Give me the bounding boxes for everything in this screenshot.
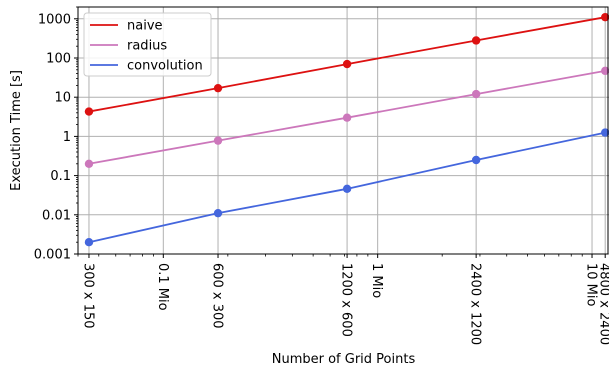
y-axis-title: Execution Time [s] [9,70,24,191]
naive-point [601,12,609,22]
x-tick-label: 4800 x 2400 [597,263,609,345]
radius-point [601,66,609,76]
naive-point [84,107,94,116]
x-tick-label: 0.1 Mio [155,263,170,311]
radius-point [84,159,94,168]
x-tick-label: 600 x 300 [209,263,224,329]
radius-point [471,89,481,99]
convolution-point [601,128,609,137]
legend: naive radius convolution [83,12,212,77]
x-tick-label: 300 x 150 [80,263,95,329]
convolution-point [84,237,94,247]
y-tick-label: 0.01 [42,208,71,223]
legend-label-convolution: convolution [127,59,203,74]
series-group [84,12,609,247]
x-tick-label: 2400 x 1200 [468,263,483,345]
convolution-point [213,208,223,218]
y-tick-label: 1000 [38,12,71,27]
series-convolution [84,128,609,247]
series-naive [84,12,609,116]
y-tick-label: 0.1 [50,169,71,184]
naive-point [213,83,223,93]
x-axis-tick-labels: 300 x 150 600 x 300 1200 x 600 2400 x 1200 4… [80,263,609,345]
x-tick-label: 1200 x 600 [339,263,354,337]
convolution-point [342,184,352,194]
radius-point [342,113,352,122]
x-axis-title: Number of Grid Points [272,352,416,367]
convolution-point [471,155,481,165]
y-tick-label: 1 [63,130,71,145]
y-tick-label: 10 [54,91,71,106]
legend-label-radius: radius [127,39,167,54]
y-tick-label: 100 [46,52,71,67]
x-tick-label: 1 Mio [369,263,384,298]
radius-point [213,136,223,145]
naive-point [471,36,481,45]
naive-point [342,59,352,69]
plot-frame [77,6,609,255]
series-radius [84,66,609,168]
legend-frame [83,12,212,77]
x-tick-label: 10 Mio [583,263,598,307]
y-axis-tick-labels: 0.001 0.01 0.1 1 10 100 1000 [34,12,71,262]
legend-label-naive: naive [127,19,163,34]
y-tick-label: 0.001 [34,248,71,263]
